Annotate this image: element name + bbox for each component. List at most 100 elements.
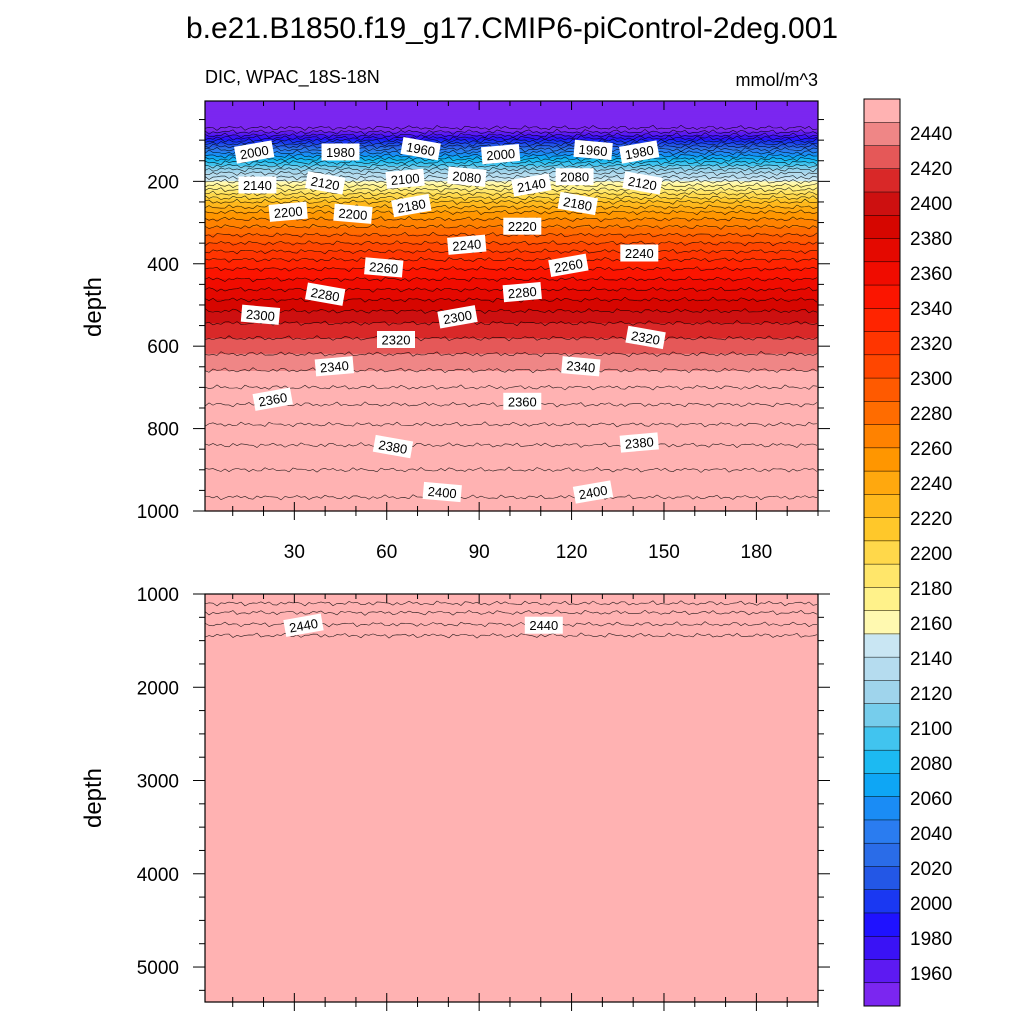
filled-contour-band — [205, 370, 818, 374]
contour-label: 2080 — [555, 168, 594, 186]
filled-contour-band — [205, 842, 818, 845]
contour-line — [204, 442, 818, 449]
filled-contour-band — [205, 331, 818, 334]
contour-label-box — [283, 613, 324, 637]
filled-contour-band — [205, 239, 818, 242]
contour-line — [204, 140, 818, 147]
filled-contour-band — [205, 251, 818, 254]
contour-label: 2440 — [524, 616, 563, 634]
filled-contour-band — [205, 646, 818, 649]
contour-label-text: 2280 — [310, 285, 341, 305]
filled-contour-band — [205, 595, 818, 598]
colorbar-swatch — [864, 401, 900, 425]
contour-label-box — [572, 480, 614, 504]
contour-label-text: 2320 — [382, 333, 411, 348]
colorbar-swatch — [864, 99, 900, 123]
filled-contour-band — [205, 884, 818, 887]
filled-contour-band — [205, 381, 818, 384]
filled-contour-band — [205, 254, 818, 258]
lower-y-axis-label: depth — [80, 768, 107, 828]
filled-contour-band — [205, 757, 818, 760]
filled-contour-band — [205, 323, 818, 326]
contour-label-text: 2260 — [369, 259, 399, 276]
filled-contour-band — [205, 728, 818, 731]
filled-contour-band — [205, 803, 818, 806]
filled-contour-band — [205, 357, 818, 360]
colorbar-swatch — [864, 610, 900, 635]
contour-line — [204, 198, 818, 205]
filled-contour-band — [205, 898, 818, 901]
filled-contour-band — [205, 600, 818, 604]
contour-label-box — [400, 137, 441, 161]
filled-contour-band — [205, 660, 818, 663]
colorbar-swatch — [864, 424, 900, 449]
filled-contour-band — [205, 730, 818, 733]
contour-label: 2360 — [503, 392, 542, 410]
contour-label-text: 1980 — [326, 145, 355, 160]
filled-contour-band — [205, 857, 818, 860]
filled-contour-band — [205, 724, 818, 728]
filled-contour-band — [205, 471, 818, 475]
filled-contour-band — [205, 302, 818, 305]
filled-contour-band — [205, 415, 818, 418]
contour-label: 2380 — [619, 432, 659, 453]
filled-contour-band — [205, 213, 818, 217]
contour-label-text: 2140 — [516, 176, 547, 196]
contour-label-box — [557, 191, 598, 216]
contour-label-box — [503, 392, 542, 410]
filled-contour-band — [205, 922, 818, 925]
filled-contour-band — [205, 755, 818, 758]
colorbar-tick-label: 2140 — [910, 649, 952, 670]
filled-contour-band — [205, 787, 818, 791]
filled-contour-band — [205, 985, 818, 988]
filled-contour-band — [205, 828, 818, 831]
filled-contour-band — [205, 883, 818, 886]
filled-contour-band — [205, 336, 818, 340]
contour-label-box — [622, 171, 663, 195]
filled-contour-band — [205, 203, 818, 206]
contour-label: 2180 — [391, 193, 432, 218]
colorbar-swatch — [864, 843, 900, 867]
colorbar-tick-label: 2360 — [910, 264, 952, 285]
filled-contour-band — [205, 866, 818, 869]
filled-contour-band — [205, 798, 818, 801]
filled-contour-band — [205, 499, 818, 502]
filled-contour-band — [205, 826, 818, 830]
filled-contour-band — [205, 502, 818, 505]
filled-contour-band — [205, 940, 818, 944]
contour-line — [204, 248, 818, 255]
filled-contour-band — [205, 374, 818, 377]
filled-contour-band — [205, 355, 818, 358]
filled-contour-band — [205, 750, 818, 753]
filled-contour-band — [205, 142, 818, 145]
colorbar-swatch — [864, 145, 900, 170]
filled-contour-band — [205, 111, 818, 114]
filled-contour-band — [205, 177, 818, 181]
filled-contour-band — [205, 367, 818, 370]
contour-label-text: 2400 — [578, 483, 609, 503]
contour-line — [204, 190, 818, 197]
filled-contour-band — [205, 425, 818, 428]
contour-label-box — [364, 257, 404, 278]
filled-contour-band — [205, 804, 818, 808]
colorbar-swatch — [864, 331, 900, 356]
filled-contour-band — [205, 903, 818, 906]
filled-contour-band — [205, 679, 818, 682]
filled-contour-band — [205, 594, 818, 597]
filled-contour-band — [205, 617, 818, 621]
colorbar-swatch — [864, 378, 900, 402]
filled-contour-band — [205, 171, 818, 174]
filled-contour-band — [205, 476, 818, 480]
contour-label-box — [372, 434, 414, 459]
colorbar-swatch — [864, 912, 900, 937]
filled-contour-band — [205, 709, 818, 712]
contour-label-text: 2180 — [396, 196, 427, 216]
filled-contour-band — [205, 604, 818, 607]
filled-contour-band — [205, 990, 818, 993]
contour-label-text: 2240 — [625, 246, 654, 261]
filled-contour-band — [205, 487, 818, 490]
filled-contour-band — [205, 736, 818, 740]
filled-contour-band — [205, 198, 818, 201]
filled-contour-band — [205, 176, 818, 179]
contour-label-text: 1980 — [624, 143, 655, 163]
